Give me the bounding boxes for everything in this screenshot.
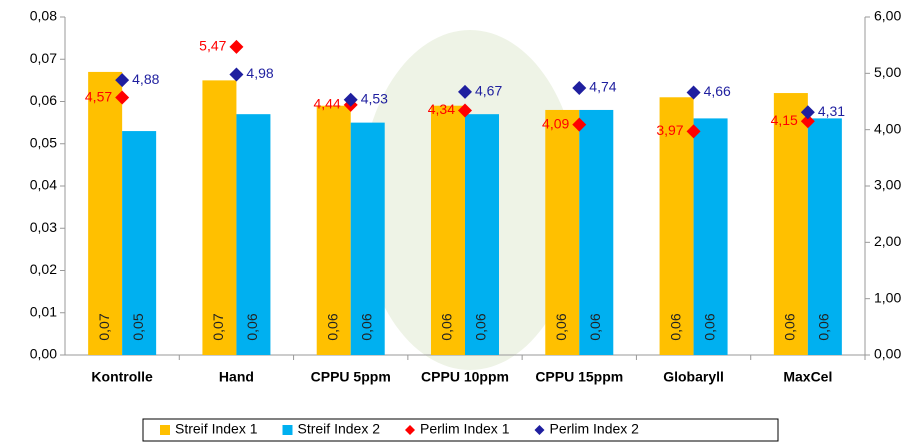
x-tick-label: CPPU 15ppm [535, 369, 623, 385]
bar-value-label: 0,05 [130, 313, 146, 340]
marker-value-label: 4,53 [361, 91, 388, 107]
y-tick-label: 0,01 [30, 303, 57, 319]
x-tick-label: MaxCel [783, 369, 832, 385]
y-tick-label: 0,06 [30, 92, 57, 108]
legend-label: Perlim Index 1 [420, 421, 510, 437]
legend-label: Streif Index 1 [175, 421, 258, 437]
bar [807, 118, 842, 356]
marker [343, 92, 358, 107]
marker [458, 84, 472, 99]
bar [88, 71, 123, 356]
bar [350, 122, 385, 355]
marker [229, 39, 244, 54]
x-tick-label: CPPU 5ppm [311, 369, 391, 385]
legend-marker [534, 425, 545, 435]
x-tick-label: Globaryll [663, 369, 724, 385]
bar [316, 105, 351, 355]
y-tick-label: 0,07 [30, 50, 57, 66]
bar-value-label: 0,06 [439, 313, 455, 340]
bar-value-label: 0,06 [782, 313, 798, 340]
bar [659, 97, 694, 356]
marker-value-label: 4,44 [313, 96, 340, 112]
bar-value-label: 0,06 [358, 313, 374, 340]
marker-value-label: 5,47 [199, 38, 226, 54]
marker [115, 73, 130, 88]
bar [465, 114, 499, 355]
bar [693, 118, 728, 356]
marker-value-label: 3,97 [656, 122, 683, 138]
marker-value-label: 4,15 [771, 112, 798, 128]
marker [686, 85, 701, 100]
bar [579, 109, 614, 355]
y-tick-label: 0,02 [30, 261, 57, 277]
bar-value-label: 0,06 [324, 313, 340, 340]
bar-value-label: 0,06 [587, 313, 603, 340]
y2-tick-label: 6,00 [874, 8, 901, 24]
bar-value-label: 0,06 [701, 313, 717, 340]
y2-tick-label: 0,00 [874, 346, 901, 362]
marker [800, 114, 815, 129]
marker-value-label: 4,31 [818, 103, 845, 119]
y2-tick-label: 2,00 [874, 233, 901, 249]
y2-tick-label: 1,00 [874, 289, 901, 305]
bar-value-label: 0,06 [473, 313, 489, 340]
x-tick-label: Kontrolle [91, 369, 153, 385]
marker-value-label: 4,66 [704, 83, 731, 99]
y2-tick-label: 3,00 [874, 177, 901, 193]
marker [115, 90, 130, 105]
legend-marker [405, 425, 415, 435]
legend-label: Streif Index 2 [298, 421, 381, 437]
marker-value-label: 4,09 [542, 115, 569, 131]
marker [572, 117, 587, 132]
bar [122, 131, 157, 355]
legend-swatch [282, 425, 293, 435]
legend-label: Perlim Index 2 [549, 421, 639, 437]
legend-box [142, 418, 779, 442]
y2-tick-label: 5,00 [874, 64, 901, 80]
y-tick-label: 0,08 [30, 8, 57, 24]
bar [545, 109, 580, 355]
y2-tick-label: 4,00 [874, 120, 901, 136]
marker-value-label: 4,74 [589, 79, 616, 95]
bar [773, 93, 808, 356]
marker [686, 124, 701, 139]
bar [431, 105, 465, 355]
marker [800, 105, 815, 120]
marker-value-label: 4,57 [85, 88, 112, 104]
x-tick-label: CPPU 10ppm [421, 369, 509, 385]
marker-value-label: 4,88 [132, 71, 159, 87]
marker-value-label: 4,34 [428, 101, 455, 117]
bar-value-label: 0,06 [667, 313, 683, 340]
bar-value-label: 0,07 [96, 313, 112, 340]
marker [458, 103, 472, 118]
y-tick-label: 0,05 [30, 134, 57, 150]
y-tick-label: 0,04 [30, 177, 57, 193]
y-tick-label: 0,03 [30, 219, 57, 235]
x-tick-label: Hand [219, 369, 254, 385]
bar-value-label: 0,06 [244, 313, 260, 340]
marker-value-label: 4,67 [475, 83, 502, 99]
marker [229, 67, 244, 82]
legend-swatch [160, 425, 170, 435]
marker [572, 80, 587, 95]
y-tick-label: 0,00 [30, 346, 57, 362]
bar [236, 114, 271, 355]
marker-value-label: 4,98 [246, 65, 273, 81]
bar-value-label: 0,06 [553, 313, 569, 340]
bar [202, 80, 237, 355]
bar-value-label: 0,07 [210, 313, 226, 340]
bar-value-label: 0,06 [816, 313, 832, 340]
